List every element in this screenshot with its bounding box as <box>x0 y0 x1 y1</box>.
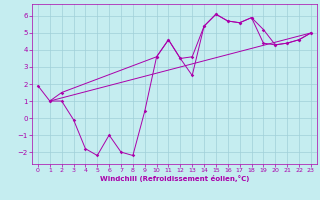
X-axis label: Windchill (Refroidissement éolien,°C): Windchill (Refroidissement éolien,°C) <box>100 175 249 182</box>
